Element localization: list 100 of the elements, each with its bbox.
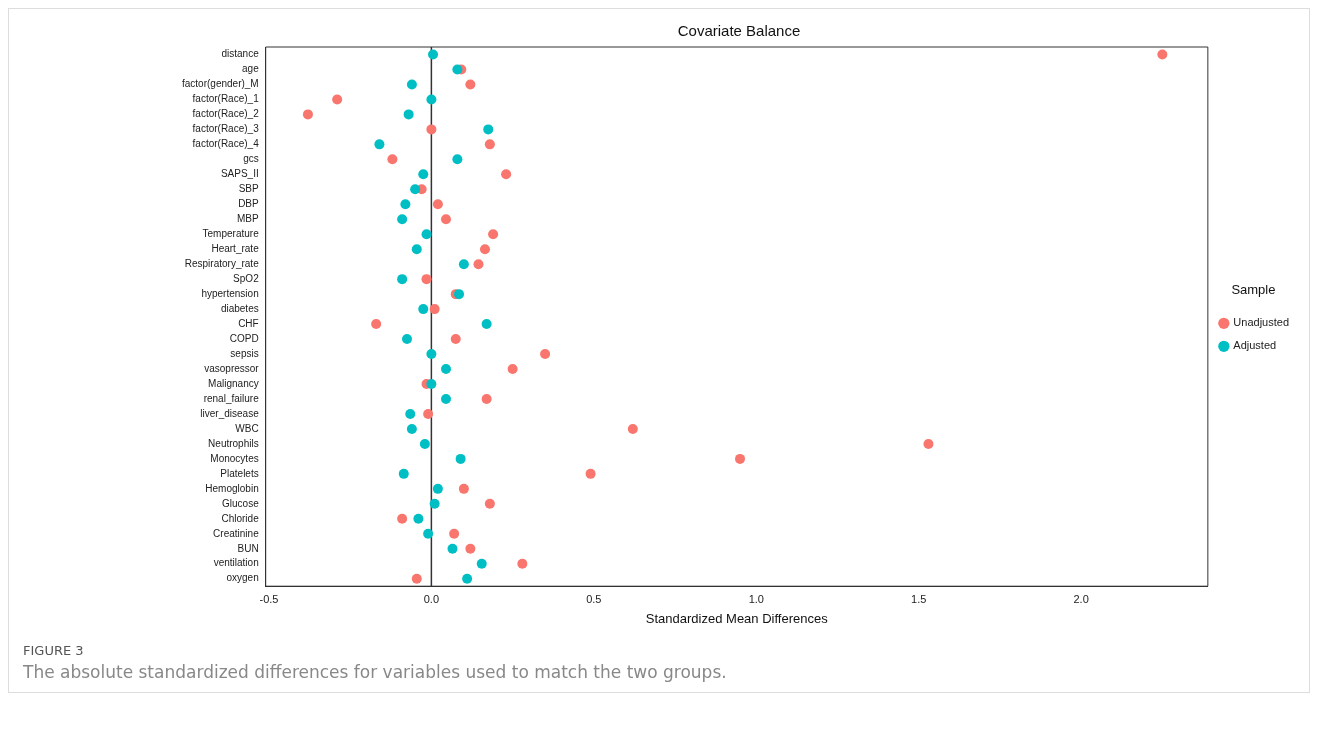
point — [432, 199, 443, 210]
point — [403, 109, 414, 120]
point — [441, 214, 452, 225]
y-tick-label: Glucose — [222, 497, 260, 509]
point — [501, 169, 512, 180]
y-tick-label: distance — [221, 48, 260, 60]
point — [447, 543, 458, 554]
y-tick-label: DBP — [238, 198, 260, 210]
point — [473, 259, 484, 270]
point — [400, 199, 411, 210]
y-tick-label: factor(gender)_M — [182, 78, 259, 90]
y-tick-label: renal_failure — [203, 392, 260, 404]
point — [419, 438, 430, 449]
point — [441, 393, 452, 404]
y-tick-label: Heart_rate — [211, 242, 260, 254]
point — [462, 573, 473, 584]
y-tick-label: diabetes — [220, 302, 259, 314]
point — [454, 289, 464, 300]
y-tick-label: Hemoglobin — [205, 482, 259, 494]
point — [429, 304, 440, 315]
point — [398, 468, 409, 479]
point — [432, 483, 443, 494]
y-tick-label: Platelets — [220, 467, 259, 479]
point — [406, 79, 417, 90]
point — [627, 423, 638, 434]
point — [418, 169, 429, 180]
x-tick-label: 0.0 — [423, 592, 440, 605]
y-tick-label: CHF — [238, 317, 259, 329]
point — [411, 573, 422, 584]
point — [411, 244, 422, 255]
point — [507, 364, 518, 375]
legend-label: Unadjusted — [1233, 316, 1290, 329]
y-tick-label: SpO2 — [233, 272, 260, 284]
legend-label: Adjusted — [1233, 339, 1277, 352]
point — [481, 319, 492, 330]
point — [374, 139, 385, 150]
point — [540, 349, 551, 360]
point — [410, 184, 421, 195]
point — [452, 64, 463, 75]
point — [423, 408, 434, 419]
point — [426, 124, 437, 135]
y-tick-label: factor(Race)_2 — [192, 108, 260, 120]
y-tick-label: liver_disease — [200, 407, 260, 419]
y-tick-label: hypertension — [201, 287, 259, 299]
x-axis-title: Standardized Mean Differences — [645, 610, 829, 626]
x-tick-label: 1.0 — [748, 592, 764, 605]
point — [484, 139, 495, 150]
point — [413, 513, 424, 524]
point — [426, 94, 437, 105]
point — [1157, 49, 1168, 60]
point — [421, 274, 432, 285]
y-tick-label: MBP — [237, 212, 260, 224]
y-tick-label: factor(Race)_4 — [192, 138, 260, 150]
point — [476, 558, 487, 569]
y-tick-label: Temperature — [202, 227, 260, 239]
y-tick-label: gcs — [243, 153, 259, 165]
point — [735, 453, 746, 464]
point — [397, 214, 408, 225]
point — [406, 423, 417, 434]
point — [484, 498, 495, 509]
point — [450, 334, 461, 345]
y-tick-label: vasopressor — [204, 362, 260, 374]
point — [517, 558, 528, 569]
point — [418, 304, 429, 315]
point — [421, 229, 432, 240]
x-tick-label: 2.0 — [1073, 592, 1089, 605]
x-tick-label: -0.5 — [259, 592, 279, 605]
y-tick-label: SAPS_II — [220, 168, 259, 180]
point — [397, 274, 408, 285]
y-tick-label: Monocytes — [210, 452, 259, 464]
point — [423, 528, 434, 539]
point — [371, 319, 382, 330]
y-tick-label: Creatinine — [213, 527, 260, 539]
text: The absolute standardized differences for variables used to match the two groups. — [23, 662, 728, 682]
point — [426, 379, 437, 389]
point — [481, 393, 492, 404]
point — [441, 364, 452, 375]
point — [397, 513, 408, 524]
x-tick-label: 0.5 — [586, 592, 602, 605]
point — [585, 468, 596, 479]
y-tick-label: oxygen — [226, 572, 259, 584]
point — [483, 124, 494, 135]
y-tick-label: Chloride — [221, 512, 260, 524]
point — [488, 229, 499, 240]
y-tick-label: Malignancy — [208, 377, 259, 389]
point — [458, 259, 469, 270]
x-tick-label: 1.5 — [911, 592, 927, 605]
point — [449, 528, 460, 539]
y-tick-label: COPD — [229, 332, 259, 344]
point — [387, 154, 398, 165]
y-tick-label: factor(Race)_3 — [192, 123, 260, 135]
point — [402, 334, 413, 345]
point — [465, 543, 476, 554]
point — [923, 438, 934, 449]
y-tick-label: ventilation — [213, 557, 259, 569]
point — [429, 498, 440, 509]
point — [455, 453, 466, 464]
caption: FIGURE 3 — [23, 643, 85, 658]
y-tick-label: sepsis — [230, 347, 259, 359]
y-tick-label: WBC — [235, 422, 259, 434]
